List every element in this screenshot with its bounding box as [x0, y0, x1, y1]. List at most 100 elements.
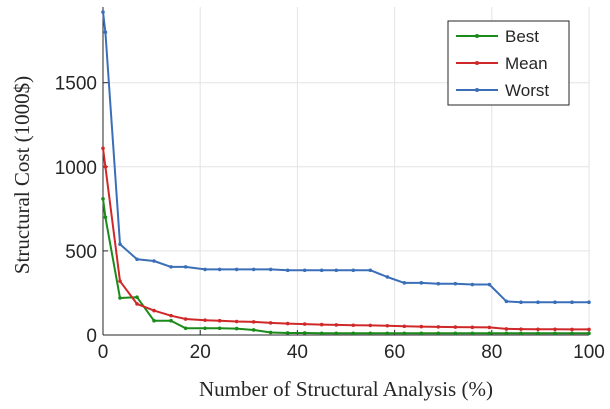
- y-tick-label: 1000: [55, 158, 97, 179]
- data-point: [251, 328, 256, 332]
- data-point: [385, 323, 390, 328]
- data-point: [251, 320, 256, 324]
- data-point: [285, 268, 290, 273]
- data-point: [334, 268, 339, 273]
- data-point: [351, 331, 356, 336]
- data-point: [169, 318, 173, 323]
- data-point: [302, 322, 307, 326]
- data-point: [453, 281, 458, 286]
- series-worst: [101, 10, 591, 305]
- data-point: [536, 327, 540, 332]
- x-tick-label: 100: [573, 342, 605, 363]
- data-point: [570, 300, 574, 305]
- data-point: [251, 267, 256, 272]
- x-tick-label: 20: [190, 342, 211, 363]
- data-point: [536, 300, 540, 305]
- data-point: [135, 302, 139, 306]
- data-point: [203, 326, 207, 331]
- data-point: [504, 327, 509, 331]
- data-point: [118, 279, 122, 283]
- data-point: [103, 30, 108, 35]
- data-point: [203, 267, 207, 272]
- data-point: [570, 331, 574, 336]
- data-point: [103, 164, 108, 169]
- data-point: [402, 331, 407, 336]
- y-axis-label: Structural Cost (1000$): [10, 76, 34, 274]
- x-tick-label: 0: [98, 342, 109, 363]
- axes: [102, 7, 590, 336]
- x-tick-label: 80: [481, 342, 502, 363]
- data-point: [268, 330, 273, 335]
- data-point: [169, 265, 173, 269]
- data-point: [487, 325, 492, 330]
- data-point: [118, 296, 122, 300]
- data-point: [169, 313, 173, 318]
- data-point: [334, 331, 339, 336]
- legend-marker: [475, 88, 479, 92]
- data-point: [183, 326, 188, 331]
- data-point: [470, 282, 475, 287]
- data-point: [553, 300, 557, 305]
- data-point: [587, 331, 591, 336]
- data-point: [234, 326, 239, 331]
- data-point: [536, 331, 540, 336]
- y-tick-label: 0: [86, 326, 97, 347]
- series-best: [101, 196, 591, 336]
- data-point: [587, 327, 591, 332]
- data-point: [368, 323, 373, 328]
- data-point: [419, 331, 424, 336]
- y-tick-label: 1500: [55, 74, 97, 95]
- data-point: [285, 331, 290, 335]
- data-point: [436, 331, 441, 336]
- data-point: [368, 268, 373, 273]
- data-point: [152, 318, 156, 323]
- data-point: [487, 331, 492, 336]
- data-point: [319, 268, 324, 273]
- data-point: [101, 10, 105, 14]
- data-point: [436, 281, 441, 286]
- data-point: [436, 325, 441, 329]
- data-point: [402, 281, 407, 285]
- data-point: [351, 268, 356, 273]
- data-point: [519, 327, 523, 331]
- data-point: [453, 331, 458, 336]
- data-point: [268, 321, 273, 325]
- x-tick-label: 40: [287, 342, 308, 363]
- data-point: [302, 331, 307, 335]
- data-point: [519, 300, 523, 305]
- data-point: [135, 295, 139, 299]
- data-point: [587, 300, 591, 305]
- data-point: [234, 319, 239, 324]
- data-point: [504, 331, 509, 336]
- data-point: [268, 267, 273, 272]
- series-mean: [101, 146, 591, 332]
- data-point: [118, 242, 122, 246]
- data-point: [101, 196, 105, 201]
- data-point: [368, 331, 373, 336]
- data-point: [419, 281, 424, 285]
- data-point: [553, 327, 557, 332]
- data-point: [553, 331, 557, 336]
- legend-marker: [475, 61, 479, 65]
- data-point: [504, 299, 509, 304]
- data-point: [183, 317, 188, 321]
- data-point: [302, 268, 307, 273]
- legend-label-worst: Worst: [505, 81, 549, 100]
- legend-marker: [475, 34, 479, 38]
- data-point: [385, 275, 390, 279]
- data-point: [487, 282, 492, 287]
- data-point: [453, 325, 458, 329]
- legend: Best Mean Worst: [447, 20, 570, 106]
- data-point: [103, 215, 108, 220]
- data-point: [319, 331, 324, 336]
- data-point: [234, 267, 239, 272]
- data-point: [217, 267, 222, 272]
- legend-label-mean: Mean: [505, 54, 548, 73]
- data-point: [135, 257, 139, 262]
- x-axis-label: Number of Structural Analysis (%): [199, 377, 493, 401]
- data-point: [470, 331, 475, 336]
- data-point: [152, 308, 156, 313]
- data-point: [385, 331, 390, 336]
